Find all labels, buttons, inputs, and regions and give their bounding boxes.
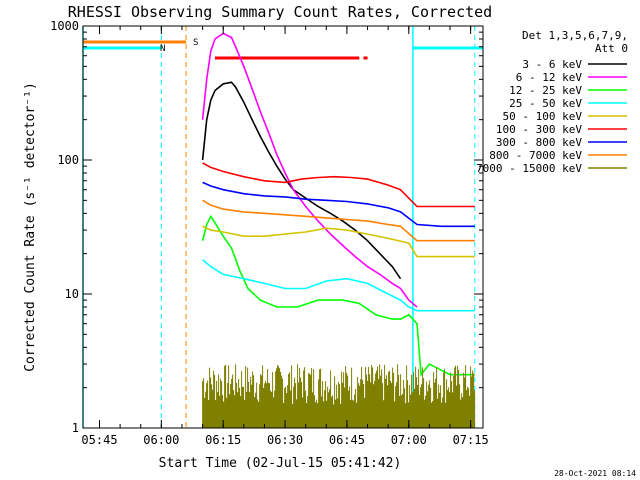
series-layer — [201, 32, 476, 428]
saa-flag-label: S — [193, 38, 198, 48]
timestamp: 28-Oct-2021 08:14 — [554, 469, 636, 478]
series-line — [202, 181, 475, 228]
y-tick-label: 10 — [65, 287, 79, 301]
x-tick-label: 05:45 — [81, 433, 117, 447]
series-line — [201, 32, 418, 308]
chart-title: RHESSI Observing Summary Count Rates, Co… — [68, 3, 492, 21]
x-tick-label: 06:30 — [267, 433, 303, 447]
legend-label: 50 - 100 keV — [503, 110, 583, 123]
y-axis-label: Corrected Count Rate (s⁻¹ detector⁻¹) — [23, 82, 38, 372]
series-line — [201, 81, 402, 280]
legend-label: 3 - 6 keV — [522, 58, 582, 71]
night-flag-label: N — [160, 44, 165, 54]
y-axis: 1 10 100 1000 — [50, 19, 483, 435]
series-line — [202, 364, 476, 428]
series-line — [202, 259, 475, 312]
legend-label: 7000 - 15000 keV — [476, 162, 582, 175]
x-tick-label: 06:45 — [329, 433, 365, 447]
plot-frame — [82, 25, 484, 429]
x-tick-label: 06:15 — [205, 433, 241, 447]
legend-header-line2: Att 0 — [595, 42, 628, 55]
legend-label: 100 - 300 keV — [496, 123, 582, 136]
legend-label: 6 - 12 keV — [516, 71, 583, 84]
x-tick-label: 07:00 — [391, 433, 427, 447]
y-tick-label: 1 — [72, 421, 79, 435]
x-axis-label: Start Time (02-Jul-15 05:41:42) — [159, 456, 402, 471]
legend-label: 25 - 50 keV — [509, 97, 582, 110]
series-line — [202, 162, 475, 208]
y-tick-label: 100 — [57, 153, 79, 167]
x-axis: 05:45 06:00 06:15 06:30 06:45 07:00 07:15 — [81, 26, 489, 447]
y-tick-label: 1000 — [50, 19, 79, 33]
x-tick-label: 06:00 — [143, 433, 179, 447]
legend-label: 800 - 7000 keV — [489, 149, 582, 162]
legend-label: 12 - 25 keV — [509, 84, 582, 97]
series-line — [202, 225, 475, 258]
x-tick-label: 07:15 — [453, 433, 489, 447]
legend-label: 300 - 800 keV — [496, 136, 582, 149]
legend-header-line1: Det 1,3,5,6,7,9, — [522, 29, 628, 42]
series-line — [202, 199, 475, 242]
